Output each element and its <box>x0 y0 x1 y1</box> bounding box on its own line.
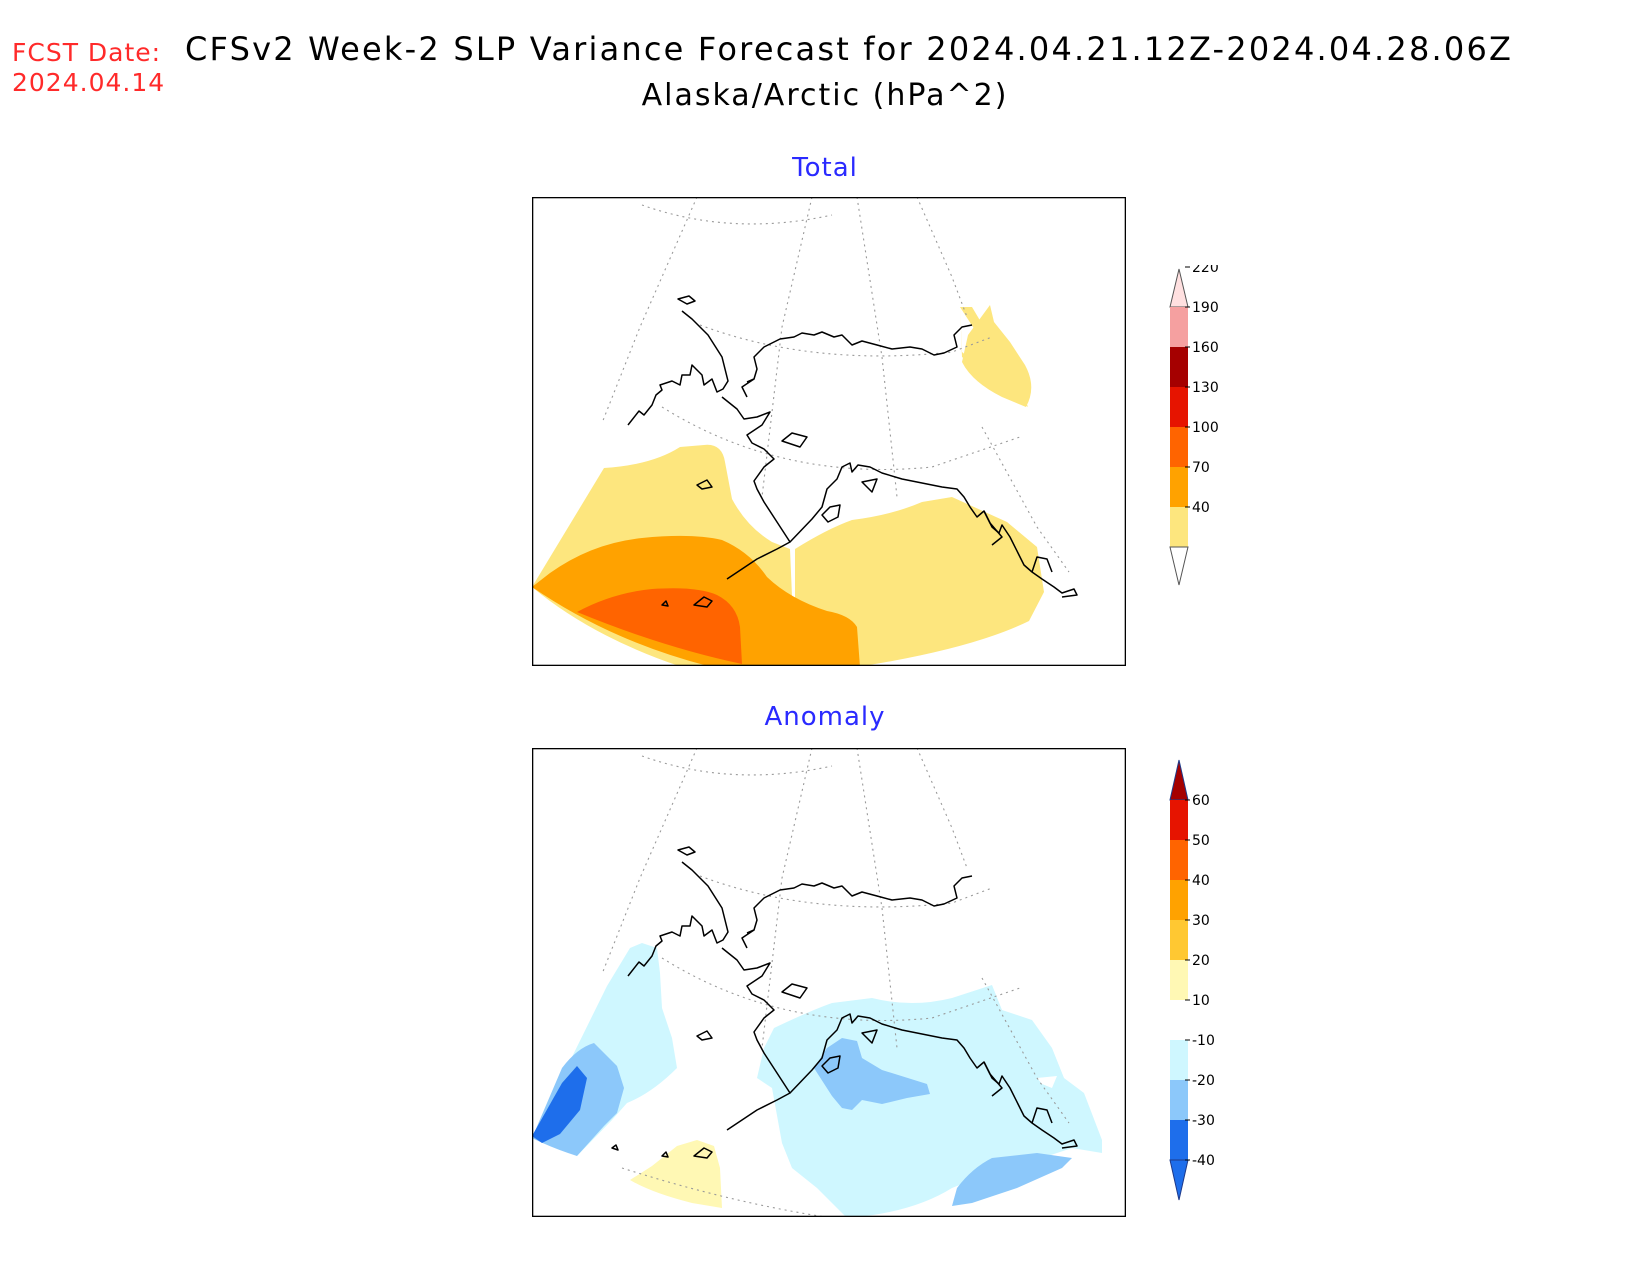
colorbar-label: -10 <box>1192 1033 1215 1049</box>
shade-neg20-neg30-central <box>814 1038 930 1110</box>
colorbar-label: 100 <box>1192 420 1219 436</box>
colorbar-bottom-arrow <box>1169 1159 1189 1201</box>
colorbar-segment <box>1170 307 1188 347</box>
colorbar-label: -40 <box>1192 1153 1215 1169</box>
colorbar-segment <box>1170 800 1188 840</box>
colorbar-top-arrow <box>1169 268 1189 308</box>
total-variance-map <box>532 197 1126 666</box>
total-colorbar: 40 70 100 130 160 190 220 <box>1169 265 1219 586</box>
colorbar-segment <box>1170 387 1188 427</box>
colorbar-label: 10 <box>1192 993 1210 1009</box>
colorbar-label: 130 <box>1192 380 1219 396</box>
shade-40-70-east <box>795 497 1044 666</box>
colorbar-label: 20 <box>1192 953 1210 969</box>
figure-title: CFSv2 Week-2 SLP Variance Forecast for 2… <box>185 30 1514 68</box>
colorbar-label: 30 <box>1192 913 1210 929</box>
colorbar-segment <box>1170 1000 1188 1040</box>
graticule <box>601 197 1070 573</box>
colorbar-segment <box>1170 840 1188 880</box>
shade-white-notch <box>1037 1076 1057 1088</box>
colorbar-label: 60 <box>1192 793 1210 809</box>
colorbar-segment <box>1170 1120 1188 1160</box>
colorbar-segment <box>1170 427 1188 467</box>
anomaly-map <box>532 748 1126 1217</box>
colorbar-label: 220 <box>1192 265 1219 276</box>
coastlines <box>611 846 1078 1159</box>
colorbar-label: -20 <box>1192 1073 1215 1089</box>
colorbar-label: 50 <box>1192 833 1210 849</box>
figure-subtitle: Alaska/Arctic (hPa^2) <box>641 78 1009 113</box>
shade-neg20-neg30-southeast <box>952 1153 1072 1206</box>
colorbar-label: -30 <box>1192 1113 1215 1129</box>
anomaly-map-frame <box>532 748 1126 1217</box>
panel-title-total: Total <box>792 153 858 183</box>
forecast-date-value: 2024.04.14 <box>12 68 166 97</box>
colorbar-top-arrow <box>1169 759 1189 801</box>
forecast-date-label: FCST Date: <box>12 38 162 67</box>
shade-40-70-north-main <box>962 305 1032 407</box>
coastlines <box>627 295 1078 608</box>
colorbar-segment <box>1170 467 1188 507</box>
colorbar-segment <box>1170 347 1188 387</box>
colorbar-segment <box>1170 880 1188 920</box>
colorbar-label: 190 <box>1192 300 1219 316</box>
colorbar-segment <box>1170 1080 1188 1120</box>
panel-title-anomaly: Anomaly <box>764 702 886 732</box>
graticule <box>601 748 1070 1217</box>
colorbar-segment <box>1170 1040 1188 1080</box>
anomaly-colorbar: -40 -30 -20 -10 10 20 30 40 50 60 <box>1169 759 1215 1201</box>
colorbar-label: 70 <box>1192 460 1210 476</box>
colorbar-segment <box>1170 960 1188 1000</box>
total-map-frame <box>532 197 1126 666</box>
colorbar-label: 40 <box>1192 873 1210 889</box>
shade-neg30-neg40-west <box>532 1066 587 1143</box>
shade-100-130 <box>577 588 742 664</box>
colorbar-label: 40 <box>1192 500 1210 516</box>
colorbar-segment <box>1170 920 1188 960</box>
colorbar-bottom-arrow <box>1169 546 1189 586</box>
colorbar-segment <box>1170 507 1188 547</box>
colorbar-label: 160 <box>1192 340 1219 356</box>
